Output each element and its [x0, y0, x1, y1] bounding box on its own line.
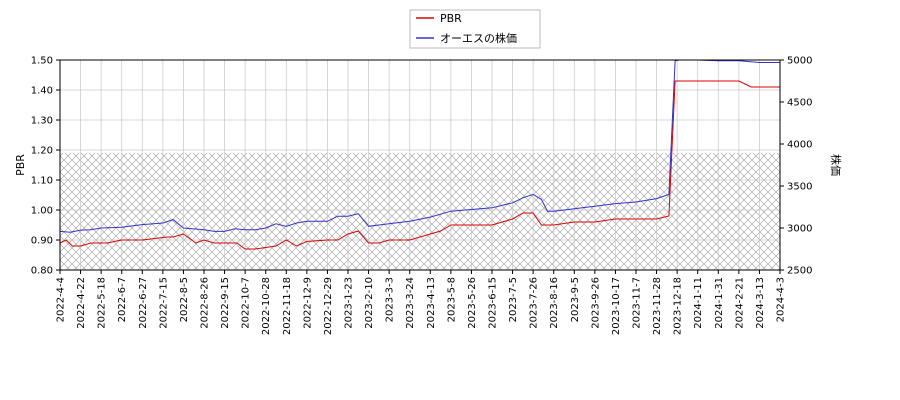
x-tick-label: 2023-9-5: [570, 277, 581, 322]
right-tick-label: 5000: [787, 56, 812, 67]
plot-frame: [59, 59, 781, 271]
x-tick-label: 2024-1-11: [693, 277, 704, 329]
left-tick-label: 1.10: [31, 176, 53, 187]
x-tick-label: 2022-6-27: [138, 277, 149, 329]
hatched-band: [60, 153, 780, 270]
right-tick-label: 4000: [787, 140, 812, 151]
x-tick-label: 2022-8-5: [179, 277, 190, 322]
plot-border: [59, 59, 781, 271]
legend-label-pbr: PBR: [440, 12, 462, 25]
left-tick-label: 1.40: [31, 86, 53, 97]
x-tick-label: 2022-7-15: [158, 277, 169, 329]
x-tick-label: 2023-7-5: [508, 277, 519, 322]
x-tick-label: 2023-2-10: [364, 277, 375, 329]
x-tick-label: 2022-6-7: [117, 277, 128, 322]
x-tick-label: 2023-11-7: [632, 277, 643, 329]
x-tick-label: 2023-12-18: [673, 277, 684, 335]
x-tick-label: 2022-10-28: [261, 277, 272, 335]
hatched-band-fill: [60, 153, 780, 270]
x-tick-label: 2022-10-7: [241, 277, 252, 329]
x-axis: 2022-4-4 2022-4-22 2022-5-18 2022-6-7 2022-6…: [56, 270, 787, 335]
x-tick-label: 2024-4-3: [776, 277, 787, 322]
right-tick-label: 2500: [787, 266, 812, 277]
x-tick-label: 2022-12-9: [302, 277, 313, 329]
x-tick-label: 2024-1-31: [714, 277, 725, 329]
left-axis-title: PBR: [14, 154, 27, 176]
left-tick-label: 0.90: [31, 236, 53, 247]
x-tick-label: 2024-2-21: [734, 277, 745, 329]
right-tick-label: 3500: [787, 182, 812, 193]
x-tick-label: 2023-5-8: [446, 277, 457, 322]
right-tick-label: 4500: [787, 98, 812, 109]
left-tick-label: 1.00: [31, 206, 53, 217]
left-axis: 0.80 0.90 1.00 1.10 1.20 1.30 1.40 1.50: [31, 56, 60, 277]
right-axis: 2500 3000 3500 4000 4500 5000: [780, 56, 812, 277]
x-tick-label: 2022-8-26: [200, 277, 211, 329]
left-tick-label: 1.20: [31, 146, 53, 157]
right-axis-title: 株価: [829, 154, 843, 176]
x-tick-label: 2024-3-13: [755, 277, 766, 329]
left-tick-label: 1.30: [31, 116, 53, 127]
x-tick-label: 2023-5-26: [467, 277, 478, 329]
x-tick-label: 2023-3-24: [405, 277, 416, 329]
x-tick-label: 2023-11-28: [652, 277, 663, 335]
x-tick-label: 2023-4-13: [426, 277, 437, 329]
left-tick-label: 0.80: [31, 266, 53, 277]
legend: PBR オーエスの株価: [409, 9, 541, 49]
x-tick-label: 2023-10-17: [611, 277, 622, 335]
series-line-price: [59, 59, 780, 233]
x-tick-label: 2022-4-4: [56, 277, 67, 322]
x-tick-label: 2022-11-18: [282, 277, 293, 335]
legend-label-price: オーエスの株価: [440, 31, 517, 45]
x-tick-label: 2022-9-15: [220, 277, 231, 329]
x-tick-label: 2023-3-3: [385, 277, 396, 322]
x-tick-label: 2023-6-15: [488, 277, 499, 329]
x-tick-label: 2023-9-26: [590, 277, 601, 329]
x-tick-label: 2022-4-22: [76, 277, 87, 329]
series-layer: [59, 59, 780, 250]
right-tick-label: 3000: [787, 224, 812, 235]
x-tick-label: 2022-12-29: [323, 277, 334, 335]
left-tick-label: 1.50: [31, 56, 53, 67]
x-tick-label: 2022-5-18: [97, 277, 108, 329]
x-tick-label: 2023-7-26: [529, 277, 540, 329]
x-tick-label: 2023-8-16: [549, 277, 560, 329]
x-tick-label: 2023-1-23: [344, 277, 355, 329]
series-line-pbr: [59, 80, 780, 250]
